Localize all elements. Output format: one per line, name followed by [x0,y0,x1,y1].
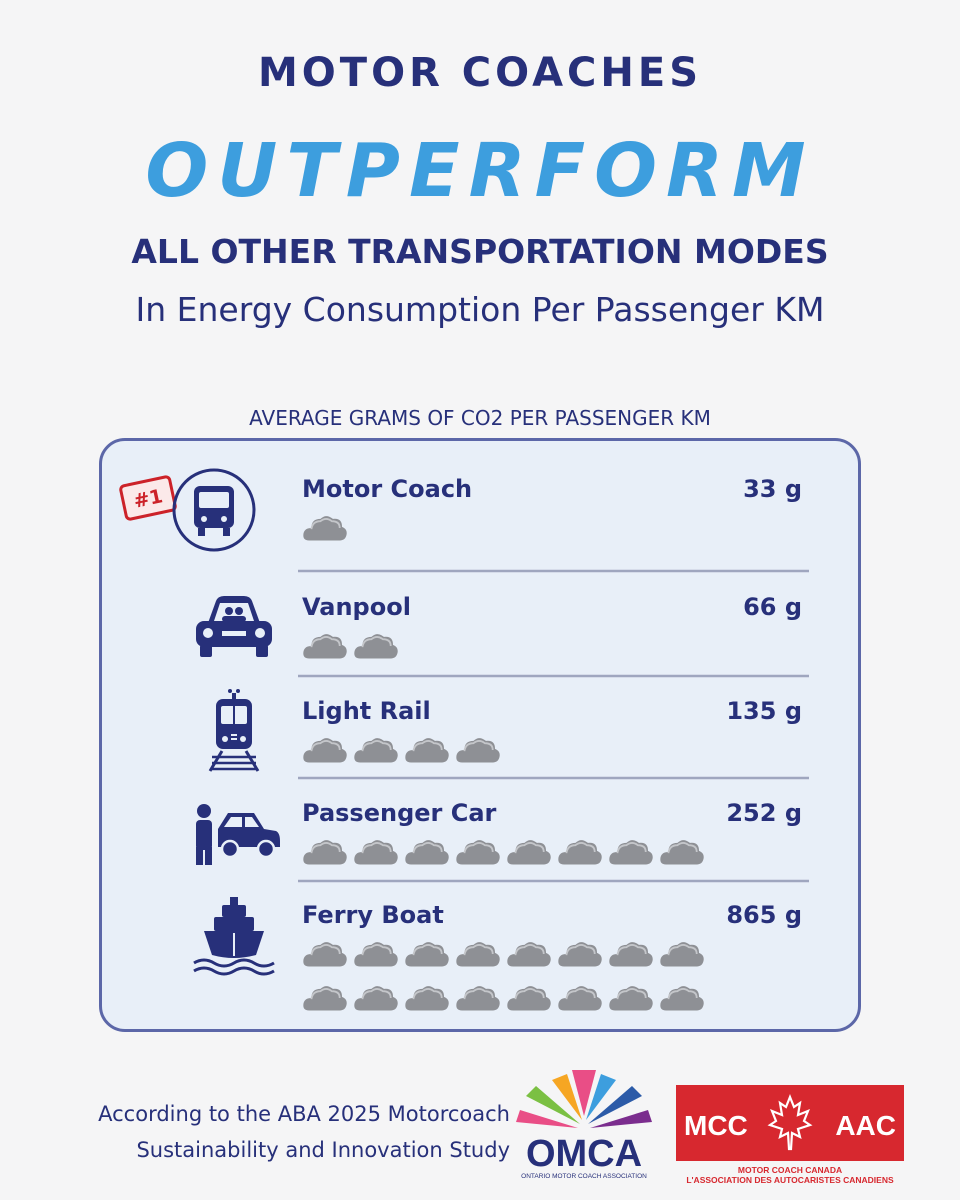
co2-cloud-icon [608,985,654,1012]
van-icon [196,596,272,657]
omca-wordmark: OMCA [526,1133,642,1175]
co2-cloud-icon [506,941,552,968]
co2-cloud-icon [302,985,348,1012]
mode-row: Vanpool 66 g [196,593,802,660]
co2-cloud-icon [404,985,450,1012]
mode-label: Light Rail [302,697,431,725]
bus-icon [172,468,256,552]
co2-cloud-icon [302,515,348,542]
co2-cloud-icon [353,941,399,968]
mcc-subtext-2: L'ASSOCIATION DES AUTOCARISTES CANADIENS [686,1175,894,1185]
co2-cloud-icon [659,839,705,866]
co2-cloud-icon [455,737,501,764]
car-icon [196,804,280,865]
headline-subtitle: In Energy Consumption Per Passenger KM [135,290,825,329]
headline-outperform: OUTPERFORM [145,128,815,214]
value-label: 252 g [726,799,802,827]
source-line-1: According to the ABA 2025 Motorcoach [98,1102,510,1126]
co2-cloud-icon [455,941,501,968]
mode-row: Light Rail 135 g [208,689,802,772]
omca-subtext: ONTARIO MOTOR COACH ASSOCIATION [521,1173,647,1180]
co2-cloud-icon [302,941,348,968]
value-label: 865 g [726,901,802,929]
co2-cloud-icon [557,985,603,1012]
ferry-icon [193,897,275,976]
mode-row: Motor Coach 33 g [172,468,802,552]
co2-cloud-icon [506,839,552,866]
value-label: 135 g [726,697,802,725]
chart-panel: #1 Motor Coach 33 g Vanpool 66 g Light Rail 13… [99,438,861,1032]
co2-cloud-icon [506,985,552,1012]
co2-cloud-icon [404,737,450,764]
co2-cloud-icon [404,839,450,866]
co2-chart: #1 Motor Coach 33 g Vanpool 66 g Light Rail 13… [119,468,809,1012]
co2-cloud-icon [353,985,399,1012]
mode-label: Ferry Boat [302,901,444,929]
co2-cloud-icon [557,941,603,968]
mode-label: Motor Coach [302,475,472,503]
mode-label: Vanpool [302,593,411,621]
train-icon [208,689,260,772]
value-label: 33 g [743,475,802,503]
mode-row: Passenger Car 252 g [196,799,802,866]
co2-cloud-icon [302,633,348,660]
co2-cloud-icon [302,737,348,764]
co2-cloud-icon [659,941,705,968]
mode-label: Passenger Car [302,799,497,827]
mode-row: Ferry Boat 865 g [193,897,802,1012]
omca-logo: OMCA ONTARIO MOTOR COACH ASSOCIATION [516,1070,652,1180]
source-note: According to the ABA 2025 Motorcoach Sus… [98,1096,510,1168]
co2-cloud-icon [659,985,705,1012]
chart-title: AVERAGE GRAMS OF CO2 PER PASSENGER KM [249,406,711,430]
mcc-right-text: AAC [835,1110,896,1141]
co2-cloud-icon [608,941,654,968]
co2-cloud-icon [302,839,348,866]
co2-cloud-icon [455,839,501,866]
co2-cloud-icon [608,839,654,866]
co2-cloud-icon [353,633,399,660]
co2-cloud-icon [557,839,603,866]
mcc-logo: MCC AAC MOTOR COACH CANADA L'ASSOCIATION… [676,1085,904,1185]
co2-cloud-icon [404,941,450,968]
mcc-subtext-1: MOTOR COACH CANADA [738,1165,842,1175]
headline-motor-coaches: MOTOR COACHES [257,50,703,96]
co2-cloud-icon [353,737,399,764]
rank-badge: #1 [119,475,177,521]
maple-leaf-icon [767,1094,813,1151]
mcc-left-text: MCC [684,1110,748,1141]
co2-cloud-icon [353,839,399,866]
source-line-2: Sustainability and Innovation Study [136,1138,510,1162]
value-label: 66 g [743,593,802,621]
headline-all-modes: ALL OTHER TRANSPORTATION MODES [131,232,829,271]
co2-cloud-icon [455,985,501,1012]
